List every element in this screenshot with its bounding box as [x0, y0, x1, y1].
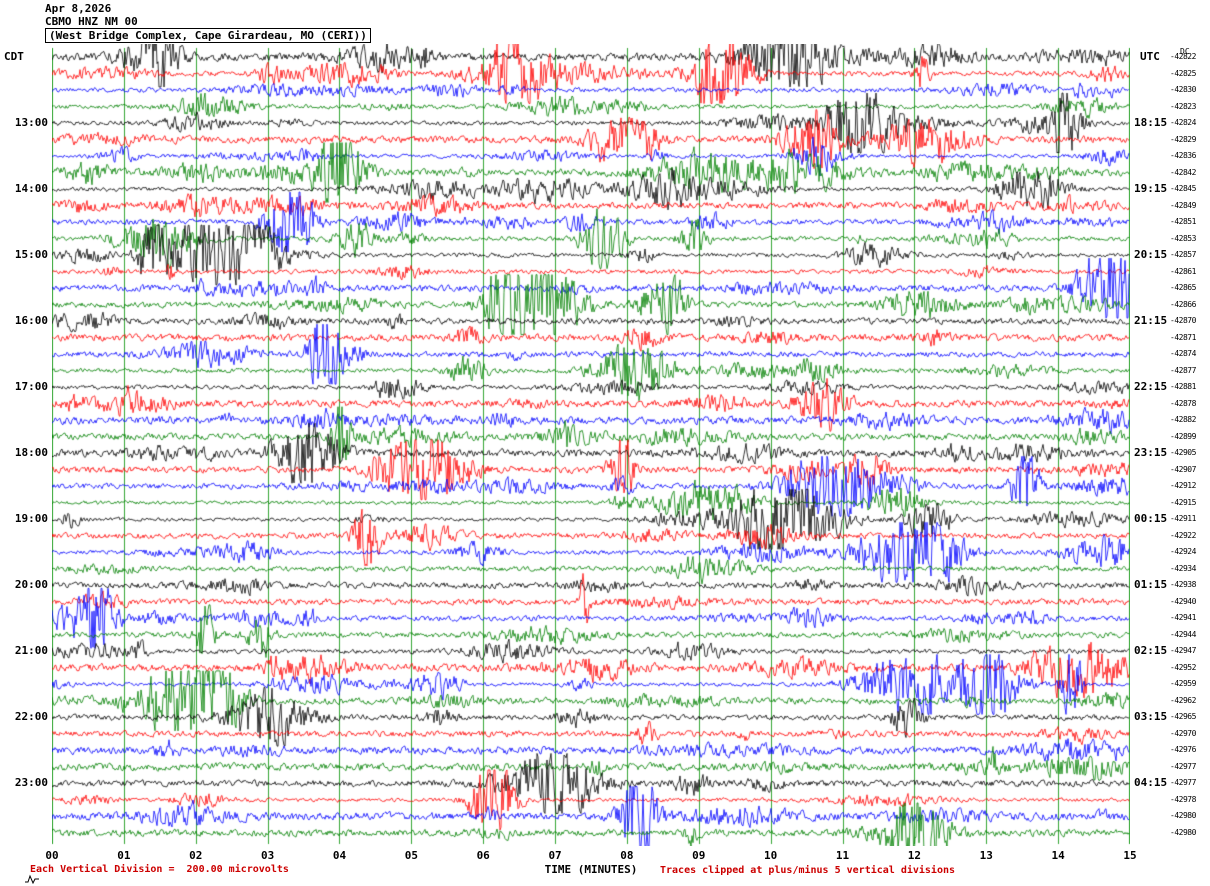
dc-offset-value: -42915: [1170, 497, 1196, 507]
cdt-hour-label: 22:00: [14, 710, 48, 724]
cdt-hour-label: 18:00: [14, 446, 48, 460]
dc-offset-value: -42940: [1170, 596, 1196, 606]
dc-offset-value: -42823: [1170, 101, 1196, 111]
dc-offset-value: -42912: [1170, 481, 1196, 491]
cdt-hour-label: 16:00: [14, 314, 48, 328]
dc-offset-value: -42870: [1170, 316, 1196, 326]
dc-offset-value: -42965: [1170, 712, 1196, 722]
dc-offset-value: -42980: [1170, 811, 1196, 821]
dc-offset-value: -42882: [1170, 415, 1196, 425]
dc-offset-value: -42922: [1170, 530, 1196, 540]
x-tick-label: 09: [692, 849, 706, 862]
dc-offset-value: -42959: [1170, 679, 1196, 689]
cdt-hour-label: 17:00: [14, 380, 48, 394]
dc-offset-value: -42947: [1170, 646, 1196, 656]
utc-hour-label: 00:15: [1134, 512, 1168, 526]
dc-offset-value: -42978: [1170, 794, 1196, 804]
dc-offset-value: -42905: [1170, 448, 1196, 458]
utc-hour-label: 03:15: [1134, 710, 1168, 724]
x-tick-label: 10: [764, 849, 778, 862]
dc-offset-value: -42941: [1170, 613, 1196, 623]
dc-offset-value: -42857: [1170, 250, 1196, 260]
seismogram-canvas: [52, 44, 1130, 846]
dc-offset-value: -42899: [1170, 431, 1196, 441]
dc-offset-value: -42865: [1170, 283, 1196, 293]
dc-offset-value: -42952: [1170, 662, 1196, 672]
utc-hour-label: 20:15: [1134, 248, 1168, 262]
dc-offset-value: -42849: [1170, 200, 1196, 210]
cdt-hour-label: 20:00: [14, 578, 48, 592]
dc-offset-value: -42962: [1170, 695, 1196, 705]
utc-hour-label: 18:15: [1134, 116, 1168, 130]
right-timezone-label: UTC: [1140, 50, 1160, 63]
x-tick-label: 02: [189, 849, 203, 862]
dc-offset-value: -42877: [1170, 365, 1196, 375]
dc-offset-value: -42934: [1170, 563, 1196, 573]
utc-hour-label: 19:15: [1134, 182, 1168, 196]
dc-offset-value: -42878: [1170, 398, 1196, 408]
dc-offset-value: -42824: [1170, 118, 1196, 128]
dc-offset-value: -42938: [1170, 580, 1196, 590]
utc-hour-label: 21:15: [1134, 314, 1168, 328]
dc-offset-value: -42825: [1170, 68, 1196, 78]
dc-column-label: DC: [1180, 47, 1190, 56]
cdt-hour-label: 15:00: [14, 248, 48, 262]
dc-offset-value: -42836: [1170, 151, 1196, 161]
dc-offset-value: -42845: [1170, 184, 1196, 194]
x-tick-label: 13: [979, 849, 993, 862]
dc-offset-value: -42980: [1170, 827, 1196, 837]
left-timezone-label: CDT: [4, 50, 24, 63]
x-tick-label: 07: [548, 849, 562, 862]
dc-offset-value: -42944: [1170, 629, 1196, 639]
dc-offset-value: -42874: [1170, 349, 1196, 359]
x-tick-label: 06: [476, 849, 490, 862]
dc-offset-value: -42853: [1170, 233, 1196, 243]
header-date: Apr 8,2026: [45, 2, 112, 15]
dc-offset-value: -42822: [1170, 52, 1196, 61]
x-tick-label: 04: [332, 849, 347, 862]
utc-hour-label: 23:15: [1134, 446, 1168, 460]
dc-offset-value: -42829: [1170, 134, 1196, 144]
waveform-corner-icon: [25, 874, 39, 884]
dc-offset-value: -42977: [1170, 761, 1196, 771]
clip-note: Traces clipped at plus/minus 5 vertical …: [660, 865, 956, 876]
x-tick-label: 14: [1051, 849, 1065, 862]
x-tick-label: 05: [404, 849, 418, 862]
x-tick-label: 00: [45, 849, 59, 862]
cdt-hour-label: 13:00: [14, 116, 48, 130]
dc-offset-value: -42851: [1170, 217, 1196, 227]
cdt-hour-label: 21:00: [14, 644, 48, 658]
x-tick-label: 01: [117, 849, 131, 862]
dc-offset-value: -42881: [1170, 382, 1196, 392]
dc-offset-value: -42871: [1170, 332, 1196, 342]
cdt-hour-label: 23:00: [14, 776, 48, 790]
utc-hour-label: 22:15: [1134, 380, 1168, 394]
cdt-hour-label: 14:00: [14, 182, 48, 196]
x-axis-title: TIME (MINUTES): [544, 863, 638, 876]
utc-hour-label: 01:15: [1134, 578, 1168, 592]
scale-note: Each Vertical Division = 200.00 microvol…: [30, 864, 289, 875]
cdt-hour-label: 19:00: [14, 512, 48, 526]
utc-hour-label: 02:15: [1134, 644, 1168, 658]
dc-offset-value: -42970: [1170, 728, 1196, 738]
x-tick-label: 15: [1123, 849, 1137, 862]
dc-offset-value: -42976: [1170, 745, 1196, 755]
x-tick-label: 08: [620, 849, 634, 862]
x-tick-label: 12: [907, 849, 922, 862]
dc-offset-value: -42830: [1170, 85, 1196, 95]
dc-offset-value: -42866: [1170, 299, 1196, 309]
header-location: (West Bridge Complex, Cape Girardeau, MO…: [45, 28, 371, 43]
dc-offset-value: -42924: [1170, 547, 1196, 557]
dc-offset-value: -42911: [1170, 514, 1196, 524]
dc-offset-value: -42842: [1170, 167, 1196, 177]
x-tick-label: 11: [835, 849, 850, 862]
utc-hour-label: 04:15: [1134, 776, 1168, 790]
x-tick-label: 03: [260, 849, 275, 862]
dc-offset-value: -42861: [1170, 266, 1196, 276]
header-station: CBMO HNZ NM 00: [45, 15, 138, 28]
dc-offset-value: -42907: [1170, 464, 1196, 474]
dc-offset-value: -42977: [1170, 778, 1196, 788]
